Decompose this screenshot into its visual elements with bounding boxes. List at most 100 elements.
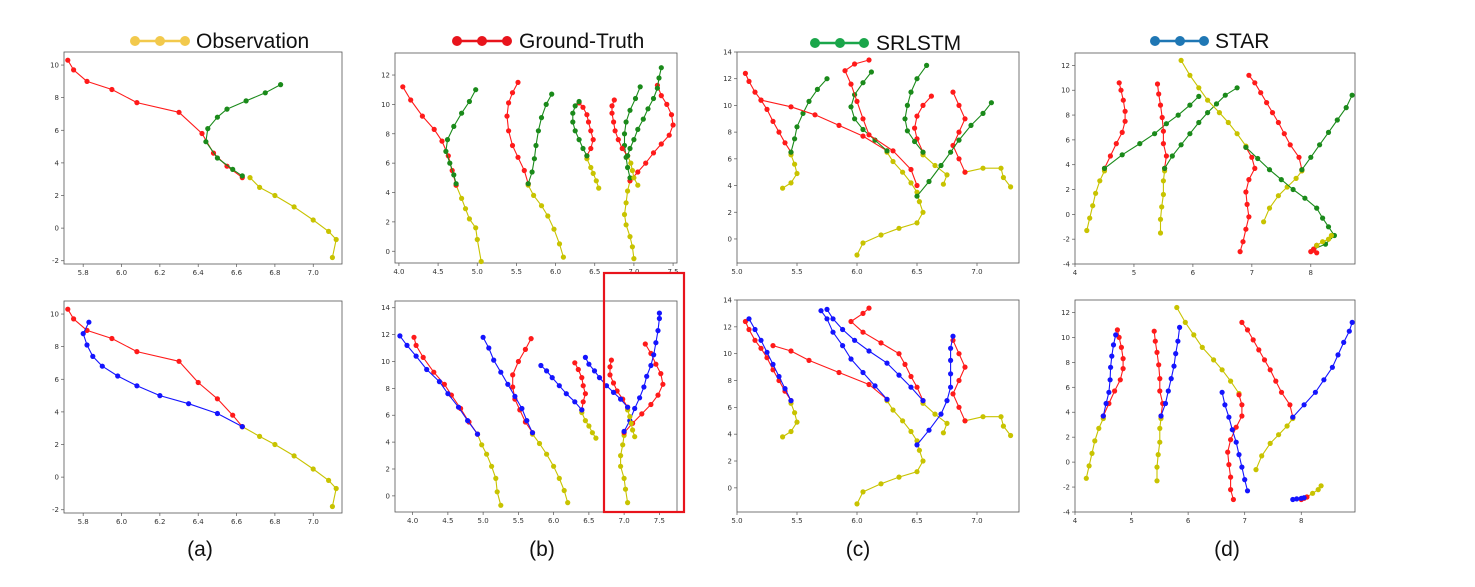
- data-point-observation: [479, 442, 485, 448]
- data-point-prediction: [576, 137, 582, 143]
- data-point-prediction: [1334, 117, 1340, 123]
- data-point-ground-truth: [1157, 102, 1164, 108]
- data-point-ground-truth: [1239, 319, 1245, 325]
- data-point-prediction: [938, 162, 944, 169]
- data-point-ground-truth: [1256, 347, 1262, 353]
- data-point-observation: [565, 500, 571, 506]
- data-point-observation: [1225, 119, 1231, 126]
- data-point-prediction: [1100, 413, 1106, 419]
- data-point-ground-truth: [1246, 214, 1252, 220]
- data-point-observation: [1219, 367, 1225, 373]
- data-point-ground-truth: [419, 113, 425, 119]
- data-point-ground-truth: [770, 367, 776, 373]
- axes-frame: [63, 51, 343, 265]
- data-point-prediction: [580, 145, 586, 152]
- data-point-prediction: [814, 86, 821, 92]
- data-point-prediction: [1162, 400, 1169, 407]
- data-point-prediction: [656, 315, 663, 322]
- data-point-observation: [310, 217, 316, 223]
- data-point-observation: [635, 182, 641, 188]
- data-point-prediction: [243, 98, 249, 104]
- data-point-ground-truth: [1239, 413, 1245, 419]
- data-point-observation: [623, 222, 629, 228]
- data-point-ground-truth: [852, 61, 858, 67]
- data-point-prediction: [644, 373, 650, 379]
- data-point-ground-truth: [510, 384, 516, 390]
- data-point-observation: [1284, 423, 1290, 429]
- data-point-observation: [466, 216, 472, 222]
- data-point-observation: [1276, 432, 1282, 438]
- data-point-observation: [623, 200, 629, 206]
- data-point-prediction: [920, 149, 926, 155]
- data-point-observation: [291, 453, 297, 459]
- x-tick-label: 8: [1309, 269, 1313, 277]
- data-point-prediction: [186, 401, 192, 407]
- data-point-prediction: [860, 80, 866, 86]
- data-point-prediction: [627, 107, 633, 113]
- data-point-ground-truth: [742, 70, 749, 76]
- data-point-prediction: [896, 372, 902, 378]
- y-tick-label: 12: [381, 72, 390, 80]
- x-tick-label: 6.6: [231, 269, 243, 277]
- data-point-prediction: [912, 138, 918, 145]
- series-line-prediction: [1292, 322, 1353, 418]
- axes-frame: [736, 299, 1020, 513]
- data-point-prediction: [884, 396, 890, 402]
- x-tick-label: 5.5: [791, 268, 802, 276]
- data-point-ground-truth: [1264, 100, 1270, 106]
- data-point-observation: [291, 204, 297, 210]
- data-point-prediction: [205, 126, 211, 132]
- caption-a: (a): [187, 538, 213, 561]
- data-point-ground-truth: [1278, 389, 1285, 395]
- data-point-ground-truth: [1273, 378, 1279, 384]
- data-point-ground-truth: [1156, 91, 1162, 97]
- x-tick-label: 7.0: [619, 517, 630, 525]
- data-point-observation: [545, 213, 551, 219]
- series-line-observation: [242, 426, 337, 507]
- data-point-observation: [326, 477, 332, 483]
- y-tick-label: 2: [386, 218, 390, 226]
- data-point-ground-truth: [1281, 131, 1287, 137]
- data-point-ground-truth: [928, 93, 935, 99]
- panel-b-bottom: 4.0 4.5 5.0 5.5 6.0 6.5 7.0 7.5 0 2 4 6 8 10 12 14: [381, 300, 678, 525]
- data-point-observation: [1199, 344, 1205, 350]
- data-point-ground-truth: [504, 113, 510, 119]
- data-point-ground-truth: [585, 119, 592, 125]
- data-point-observation: [1182, 319, 1188, 325]
- data-point-prediction: [451, 123, 457, 129]
- data-point-observation: [586, 423, 592, 429]
- data-point-ground-truth: [1114, 327, 1120, 333]
- data-point-prediction: [902, 116, 908, 122]
- y-tick-label: 6: [1066, 384, 1071, 392]
- data-point-prediction: [505, 381, 511, 387]
- data-point-observation: [1328, 232, 1334, 239]
- x-tick-label: 6.4: [193, 269, 205, 277]
- data-point-ground-truth: [1225, 449, 1231, 455]
- data-point-observation: [627, 234, 633, 240]
- data-point-prediction: [466, 98, 472, 105]
- data-point-prediction: [860, 369, 866, 376]
- data-point-ground-truth: [920, 102, 926, 108]
- data-point-ground-truth: [812, 112, 818, 118]
- data-point-prediction: [465, 418, 471, 424]
- legend-label-observation: Observation: [196, 30, 309, 53]
- data-point-ground-truth: [866, 381, 872, 388]
- data-point-ground-truth: [866, 57, 872, 63]
- data-point-prediction: [278, 82, 284, 88]
- data-point-prediction: [443, 148, 449, 154]
- data-point-ground-truth: [1258, 90, 1264, 96]
- data-point-observation: [914, 438, 920, 444]
- data-point-prediction: [1242, 477, 1248, 483]
- data-point-prediction: [1325, 224, 1332, 230]
- data-point-prediction: [623, 119, 629, 125]
- data-point-ground-truth: [806, 357, 812, 363]
- data-point-observation: [920, 458, 926, 464]
- data-point-observation: [622, 486, 629, 492]
- data-point-prediction: [948, 149, 954, 155]
- data-point-prediction: [563, 391, 569, 397]
- data-point-observation: [1154, 478, 1160, 484]
- data-point-prediction: [1290, 496, 1296, 503]
- data-point-observation: [474, 236, 480, 243]
- data-point-ground-truth: [1236, 392, 1242, 398]
- data-point-ground-truth: [1118, 344, 1124, 350]
